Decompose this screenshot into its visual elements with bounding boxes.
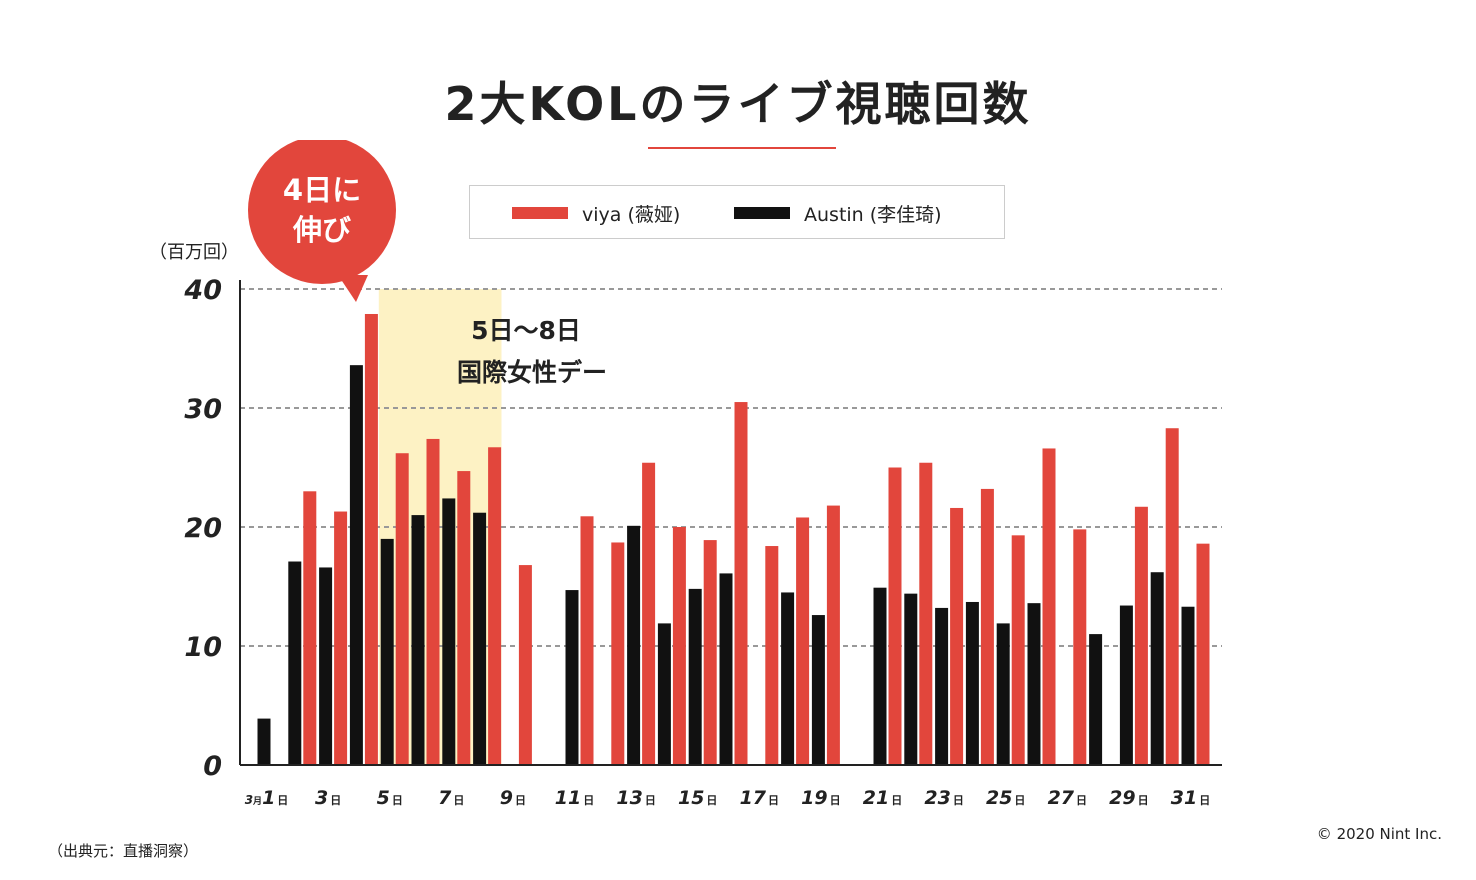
bar-viya-day-26 (1042, 448, 1056, 765)
bar-austin-day-22 (904, 593, 918, 765)
x-tick-labels: 3月1 日 3 日 5 日 7 日 9 日 11 日 13 日 15 日 17 日 19 日 21 日 23 日 25 日 27 日 2… (245, 787, 1211, 809)
bar-austin-day-16 (719, 573, 733, 765)
bar-austin-day-18 (781, 592, 795, 765)
bar-austin-day-14 (657, 623, 671, 765)
bar-austin-day-1 (257, 718, 271, 765)
legend-label-viya: viya (薇娅) (582, 203, 681, 226)
bar-austin-day-8 (473, 512, 487, 765)
y-tick-label-20: 20 (184, 513, 222, 544)
bar-viya-day-4 (364, 313, 378, 765)
bar-viya-day-2 (303, 491, 317, 765)
source-note: （出典元：直播洞察） (48, 842, 199, 860)
chart-title: 2大KOLのライブ視聴回数 (444, 77, 1032, 131)
bar-austin-day-4 (349, 365, 363, 765)
bars (257, 313, 1210, 765)
bar-viya-day-18 (796, 517, 810, 765)
legend: viya (薇娅) Austin (李佳琦) (469, 185, 1005, 239)
y-tick-label-0: 0 (203, 751, 222, 782)
legend-swatch-viya (512, 207, 568, 219)
bar-austin-day-30 (1150, 572, 1164, 765)
bar-austin-day-28 (1089, 634, 1103, 765)
bar-viya-day-8 (488, 447, 502, 765)
bar-viya-day-3 (334, 511, 348, 765)
bar-viya-day-27 (1073, 529, 1087, 765)
bar-viya-day-14 (672, 527, 686, 765)
callout-line1: 4日に (282, 173, 362, 207)
bar-viya-day-29 (1134, 506, 1148, 765)
bar-viya-day-23 (950, 507, 964, 765)
bar-viya-day-12 (611, 542, 625, 765)
bar-austin-day-23 (935, 607, 949, 765)
bar-austin-day-6 (411, 515, 425, 765)
y-axis-unit-label: （百万回） (149, 242, 239, 263)
callout-text: 4日に 伸び (246, 170, 398, 250)
bar-viya-day-15 (703, 540, 717, 765)
bar-austin-day-3 (319, 567, 333, 765)
legend-swatch-austin (734, 207, 790, 219)
bar-viya-day-9 (518, 565, 532, 765)
bar-viya-day-5 (395, 453, 409, 765)
bar-viya-day-6 (426, 438, 440, 765)
bar-austin-day-15 (688, 588, 702, 765)
x-tick-label-1: 3月1 日 (245, 787, 289, 809)
highlight-annotation-line1: 5日〜8日 (471, 316, 581, 345)
highlight-annotation-line2: 国際女性デー (456, 358, 607, 387)
bar-viya-day-21 (888, 467, 902, 765)
x-tick-label-21: 21 日 (863, 787, 902, 809)
x-tick-label-31: 31 日 (1171, 787, 1210, 809)
x-tick-label-13: 13 日 (616, 787, 655, 809)
bar-viya-day-7 (457, 471, 471, 765)
legend-item-viya: viya (薇娅) (512, 186, 680, 240)
title-underline (648, 147, 836, 149)
bar-austin-day-21 (873, 587, 887, 765)
callout-bubble: 4日に 伸び (246, 136, 398, 305)
y-tick-labels: 0 10 20 30 40 (183, 275, 222, 782)
y-tick-label-10: 10 (184, 632, 222, 663)
x-tick-label-19: 19 日 (801, 787, 840, 809)
bar-viya-day-19 (826, 505, 840, 765)
bar-austin-day-13 (627, 525, 641, 765)
x-tick-label-11: 11 日 (555, 787, 594, 809)
bar-viya-day-13 (642, 462, 656, 765)
bar-viya-day-25 (1011, 535, 1025, 765)
bar-austin-day-31 (1181, 606, 1195, 765)
bar-viya-day-16 (734, 402, 748, 765)
bar-austin-day-26 (1027, 603, 1041, 765)
highlight-annotation: 5日〜8日 国際女性デー (372, 310, 680, 394)
bar-austin-day-2 (288, 561, 302, 765)
x-tick-label-15: 15 日 (678, 787, 717, 809)
bar-austin-day-5 (380, 538, 394, 765)
bar-austin-day-24 (965, 601, 979, 765)
legend-label-austin: Austin (李佳琦) (804, 203, 942, 226)
bar-viya-day-22 (919, 462, 933, 765)
x-tick-label-25: 25 日 (986, 787, 1025, 809)
bar-austin-day-19 (811, 615, 825, 765)
bar-viya-day-11 (580, 516, 594, 765)
bar-viya-day-31 (1196, 543, 1210, 765)
callout-bubble-shape (248, 136, 396, 302)
bar-viya-day-24 (980, 488, 994, 765)
legend-item-austin: Austin (李佳琦) (734, 186, 942, 240)
x-tick-label-27: 27 日 (1048, 787, 1087, 809)
y-tick-label-40: 40 (183, 275, 222, 306)
bar-austin-day-29 (1119, 605, 1133, 765)
bar-viya-day-17 (765, 546, 779, 765)
bar-austin-day-7 (442, 498, 456, 765)
y-tick-label-30: 30 (184, 394, 222, 425)
x-tick-label-23: 23 日 (924, 787, 963, 809)
bar-viya-day-30 (1165, 428, 1179, 765)
copyright: © 2020 Nint Inc. (1316, 825, 1442, 843)
bar-austin-day-25 (996, 623, 1010, 765)
callout-line2: 伸び (292, 213, 351, 247)
bar-austin-day-11 (565, 590, 579, 765)
x-tick-label-17: 17 日 (740, 787, 779, 809)
x-tick-label-29: 29 日 (1109, 787, 1148, 809)
